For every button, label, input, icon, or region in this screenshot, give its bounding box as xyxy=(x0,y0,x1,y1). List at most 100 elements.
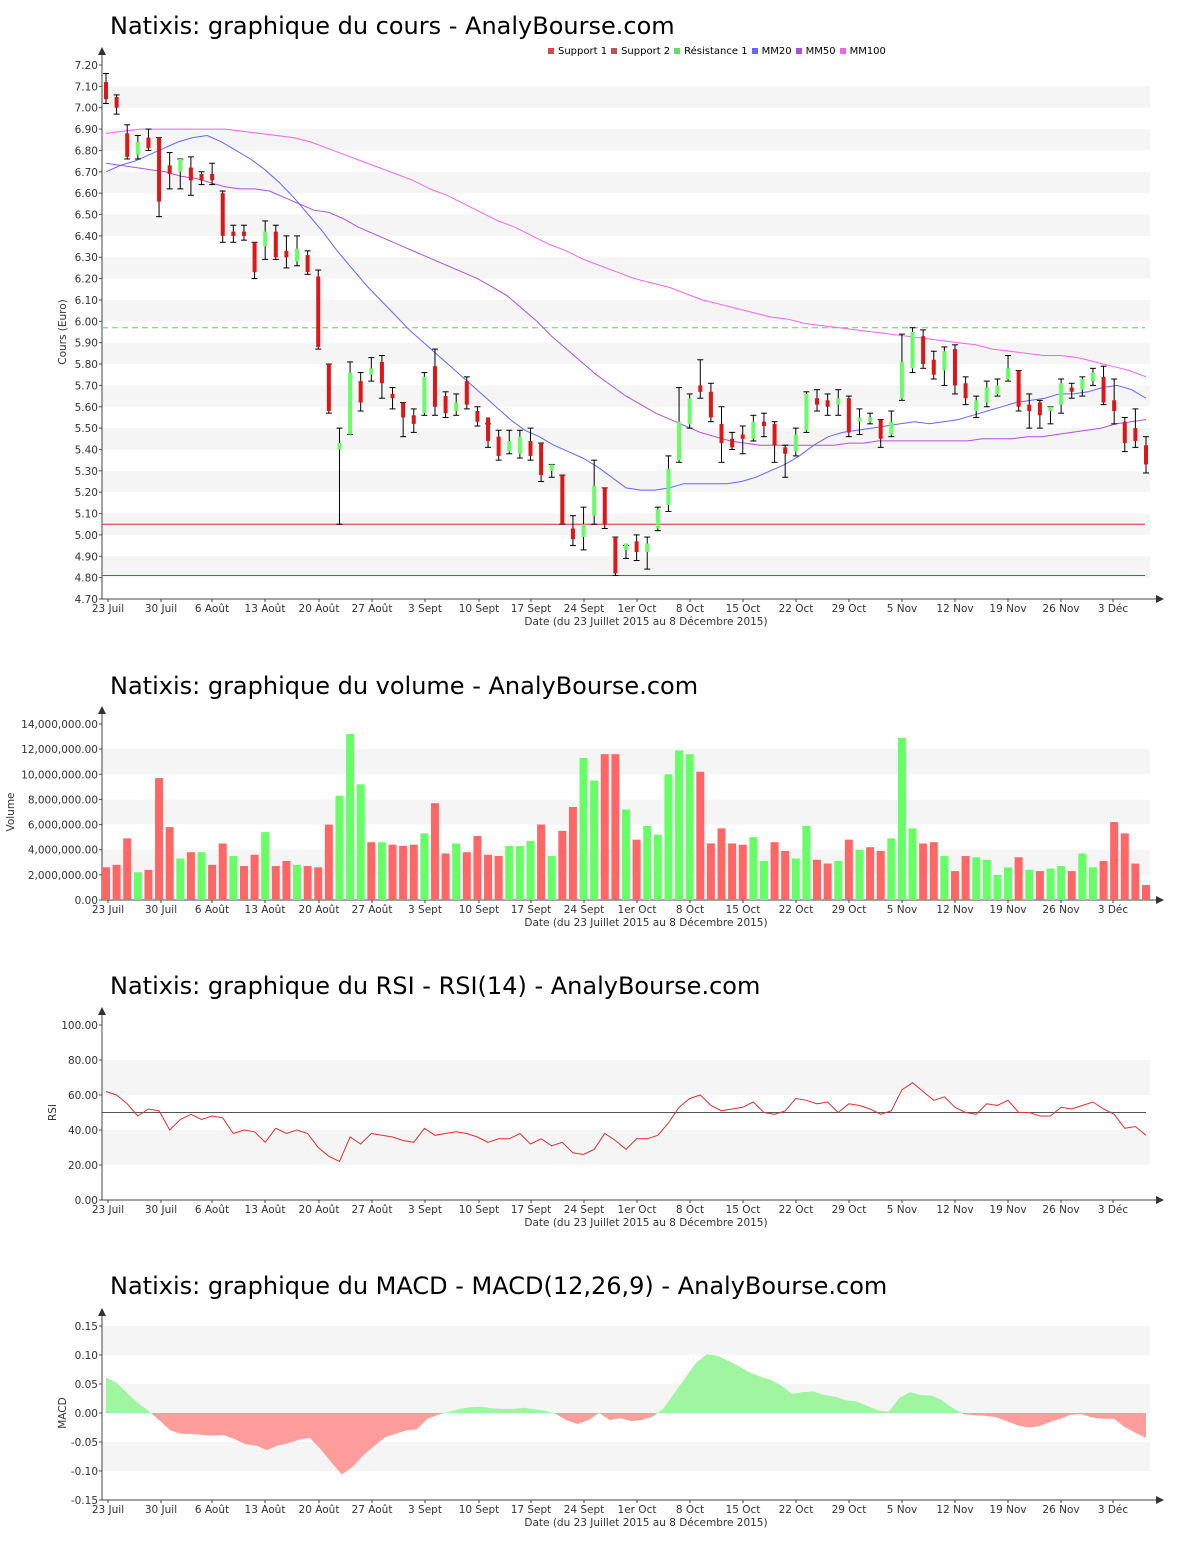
x-tick-label: 13 Août xyxy=(245,1504,286,1516)
volume-bar xyxy=(176,858,185,900)
volume-bar xyxy=(430,803,439,900)
candle-body xyxy=(846,398,851,433)
x-tick-label: 13 Août xyxy=(245,603,286,615)
legend-item: Résistance 1 xyxy=(674,46,748,57)
x-tick-label: 3 Sept xyxy=(408,904,442,916)
candle-body xyxy=(167,165,172,174)
grid-band xyxy=(102,1060,1150,1095)
y-tick-label: 0.05 xyxy=(75,1379,98,1391)
x-tick-label: 26 Nov xyxy=(1042,603,1079,615)
volume-bar xyxy=(696,771,705,900)
volume-bar xyxy=(208,864,217,900)
y-tick-label: 40.00 xyxy=(68,1125,98,1137)
grid-band xyxy=(102,342,1150,365)
x-tick-label: 8 Oct xyxy=(676,1504,704,1516)
macd-positive-area xyxy=(106,1377,151,1413)
candle-body xyxy=(273,231,278,258)
y-tick-label: 5.50 xyxy=(75,423,98,435)
legend-label: MM50 xyxy=(805,46,836,57)
y-axis-arrow xyxy=(98,1308,106,1316)
x-tick-label: 29 Oct xyxy=(832,904,867,916)
candle-body xyxy=(857,417,862,422)
candle-body xyxy=(1101,376,1106,403)
x-tick-label: 24 Sept xyxy=(564,904,605,916)
grid-band xyxy=(102,299,1150,322)
volume-bar xyxy=(186,852,195,900)
y-tick-label: 12,000,000.00 xyxy=(21,744,98,756)
rsi-chart-panel: Natixis: graphique du RSI - RSI(14) - An… xyxy=(0,960,1200,1240)
candle-body xyxy=(1144,445,1148,465)
volume-bar xyxy=(866,847,875,900)
x-axis-title: Date (du 23 Juillet 2015 au 8 Décembre 2… xyxy=(524,1217,767,1229)
y-tick-label: 100.00 xyxy=(61,1020,98,1032)
y-axis-arrow xyxy=(98,706,106,714)
x-tick-label: 20 Août xyxy=(299,603,340,615)
candle-body xyxy=(634,541,639,553)
x-tick-label: 27 Août xyxy=(352,603,393,615)
legend-label: Résistance 1 xyxy=(684,46,748,57)
x-tick-label: 5 Nov xyxy=(887,904,918,916)
volume-bar xyxy=(420,833,429,900)
x-axis-title: Date (du 23 Juillet 2015 au 8 Décembre 2… xyxy=(524,1517,767,1529)
candle-body xyxy=(432,366,437,407)
y-tick-label: 5.60 xyxy=(75,402,98,414)
volume-bar xyxy=(473,835,482,900)
candle-body xyxy=(740,434,745,439)
grid-band xyxy=(102,1384,1150,1413)
x-tick-label: 8 Oct xyxy=(676,904,704,916)
y-tick-label: 5.40 xyxy=(75,444,98,456)
volume-bar xyxy=(685,754,694,900)
candle-body xyxy=(645,543,650,553)
candle-body xyxy=(581,524,586,538)
volume-bar xyxy=(229,856,238,900)
volume-bar xyxy=(1120,833,1129,900)
volume-bar xyxy=(452,843,461,900)
x-tick-label: 1er Oct xyxy=(618,603,657,615)
legend-item: Support 2 xyxy=(611,46,670,57)
volume-chart: 0.00 2,000,000.00 4,000,000.00 6,000,000.00… xyxy=(5,706,1164,929)
candle-body xyxy=(1037,402,1042,416)
x-tick-label: 17 Sept xyxy=(511,904,552,916)
candle-body xyxy=(454,402,459,412)
grid-band xyxy=(102,1326,1150,1355)
candle-body xyxy=(783,447,788,454)
x-axis-title: Date (du 23 Juillet 2015 au 8 Décembre 2… xyxy=(524,616,767,628)
legend-label: MM20 xyxy=(761,46,792,57)
volume-bar xyxy=(813,859,822,900)
x-tick-label: 1er Oct xyxy=(618,1504,657,1516)
candle-body xyxy=(379,361,384,384)
candle-body xyxy=(666,468,671,506)
candle-body xyxy=(210,173,215,181)
candle-body xyxy=(486,417,491,441)
candle-body xyxy=(952,349,957,386)
candle-body xyxy=(443,396,448,414)
volume-bar xyxy=(346,734,355,900)
grid-band xyxy=(102,171,1150,194)
y-tick-label: -0.05 xyxy=(71,1437,98,1449)
x-tick-label: 26 Nov xyxy=(1042,904,1079,916)
volume-bar xyxy=(887,838,896,900)
legend-label: Support 2 xyxy=(621,46,671,57)
volume-bar xyxy=(600,754,609,900)
candle-body xyxy=(963,383,968,399)
y-tick-label: 6,000,000.00 xyxy=(28,820,98,832)
candle-body xyxy=(549,464,554,471)
candle-body xyxy=(1090,372,1095,382)
volume-bar xyxy=(462,852,471,900)
grid-band xyxy=(102,556,1150,578)
y-tick-label: 60.00 xyxy=(68,1090,98,1102)
y-tick-label: 4,000,000.00 xyxy=(28,845,98,857)
x-tick-label: 22 Oct xyxy=(779,1204,814,1216)
x-tick-label: 13 Août xyxy=(245,904,286,916)
candle-body xyxy=(560,475,565,525)
candle-body xyxy=(1059,383,1064,405)
y-tick-label: 0.15 xyxy=(75,1321,98,1333)
candle-body xyxy=(316,276,321,347)
x-tick-label: 19 Nov xyxy=(989,1204,1026,1216)
y-tick-label: 14,000,000.00 xyxy=(21,719,98,731)
x-tick-label: 6 Août xyxy=(195,904,229,916)
legend-swatch xyxy=(611,48,618,54)
volume-bar xyxy=(1110,822,1119,900)
y-tick-label: 5.30 xyxy=(75,466,98,478)
volume-bar xyxy=(876,850,885,900)
